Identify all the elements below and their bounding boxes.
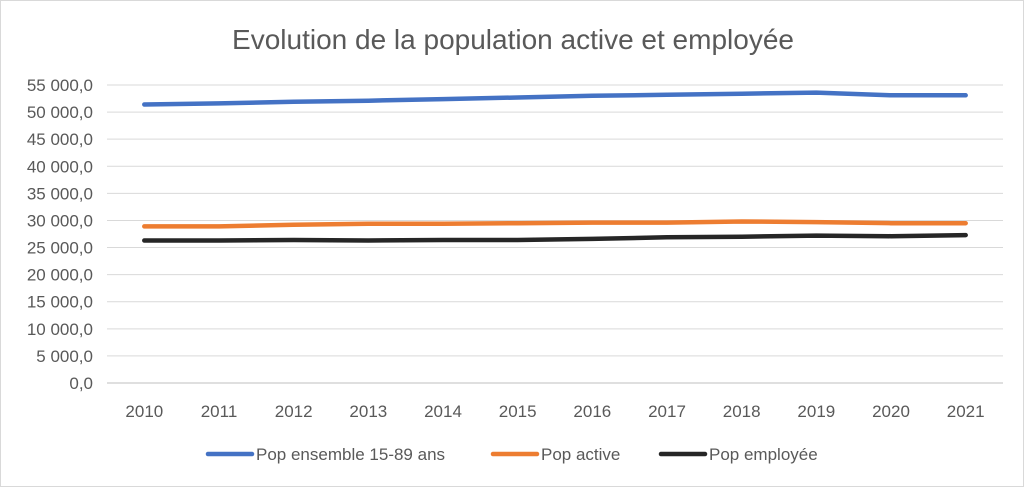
x-tick-label: 2018: [723, 402, 761, 421]
x-tick-label: 2020: [872, 402, 910, 421]
y-tick-label: 25 000,0: [27, 239, 93, 258]
legend-label-2: Pop active: [541, 445, 620, 464]
legend-label-1: Pop ensemble 15-89 ans: [256, 445, 445, 464]
x-tick-label: 2021: [947, 402, 985, 421]
series-line-1: [142, 90, 968, 107]
x-tick-label: 2016: [573, 402, 611, 421]
legend: Pop ensemble 15-89 ans Pop active Pop empl…: [205, 445, 818, 464]
x-tick-label: 2012: [275, 402, 313, 421]
x-tick-label: 2019: [797, 402, 835, 421]
y-tick-label: 10 000,0: [27, 320, 93, 339]
y-tick-label: 50 000,0: [27, 103, 93, 122]
x-tick-label: 2014: [424, 402, 462, 421]
axes: 0,0 5 000,0 10 000,0 15 000,0 20 000,0 25 000…: [27, 76, 1003, 421]
x-tick-label: 2011: [201, 402, 238, 421]
y-tick-label: 0,0: [69, 374, 93, 393]
y-tick-label: 40 000,0: [27, 157, 93, 176]
y-tick-label: 35 000,0: [27, 184, 93, 203]
y-tick-label: 15 000,0: [27, 293, 93, 312]
chart-title: Evolution de la population active et emp…: [232, 24, 794, 55]
x-tick-label: 2017: [648, 402, 686, 421]
y-tick-label: 5 000,0: [36, 347, 93, 366]
series-lines: [142, 90, 968, 243]
y-tick-label: 20 000,0: [27, 266, 93, 285]
series-line-2: [142, 219, 968, 229]
y-tick-label: 45 000,0: [27, 130, 93, 149]
series-line-3: [142, 232, 968, 243]
x-tick-label: 2010: [125, 402, 163, 421]
gridlines: [107, 84, 1003, 357]
x-tick-label: 2015: [499, 402, 537, 421]
x-tick-label: 2013: [349, 402, 387, 421]
y-tick-label: 55 000,0: [27, 76, 93, 95]
y-tick-label: 30 000,0: [27, 211, 93, 230]
legend-label-3: Pop employée: [709, 445, 818, 464]
